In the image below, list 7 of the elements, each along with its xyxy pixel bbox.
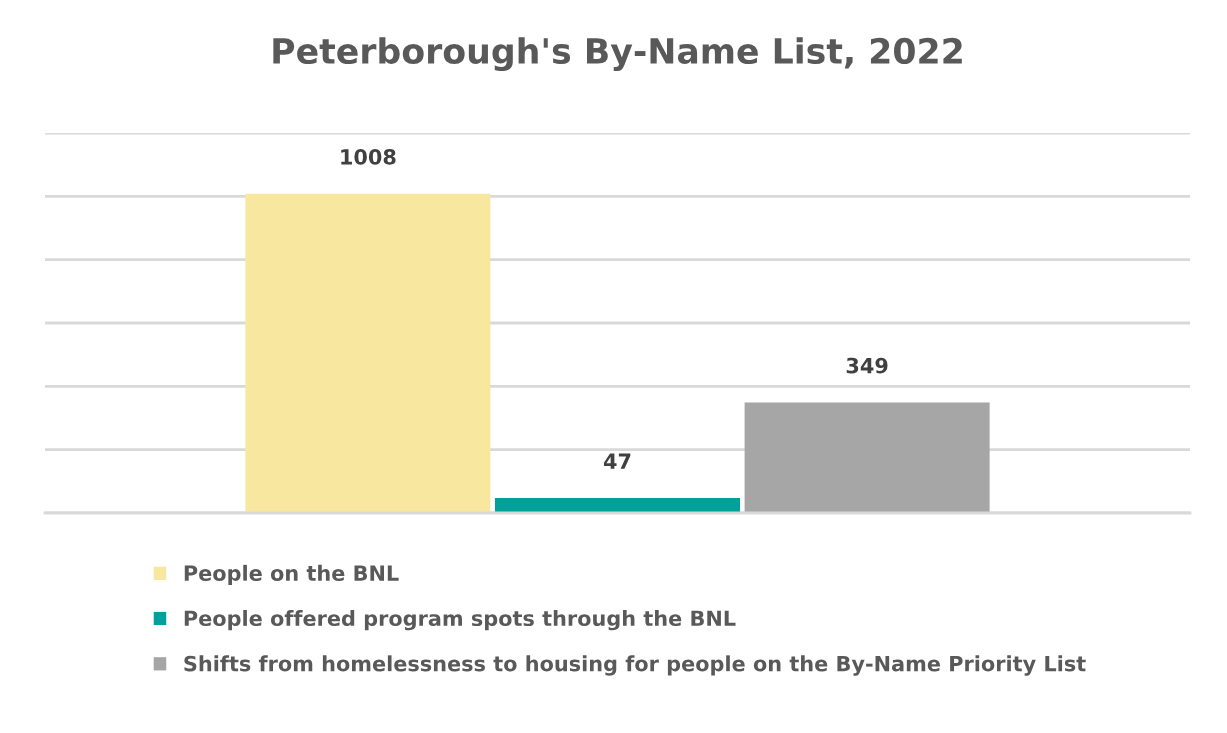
legend-label: People on the BNL (184, 564, 399, 585)
chart-title: Peterborough's By-Name List, 2022 (273, 37, 962, 72)
legend-label: Shifts from homelessness to housing for people on the By-Name Priority List (184, 655, 1086, 676)
data-label: 349 (846, 357, 888, 374)
data-label: 1008 (341, 149, 396, 165)
data-label: 47 (603, 453, 631, 469)
legend-label: People offered program spots through the BNL (184, 610, 736, 631)
